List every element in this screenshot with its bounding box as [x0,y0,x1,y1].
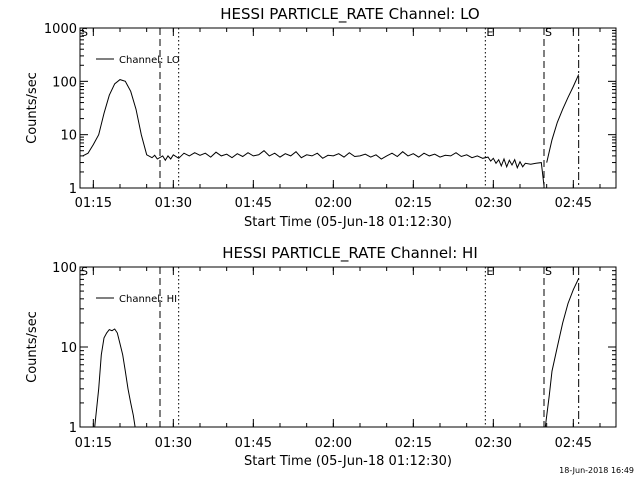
y-tick-label: 100 [52,75,77,90]
y-tick-label: 10 [60,129,77,144]
x-tick-label: 01:30 [155,196,192,211]
x-tick-label: 02:45 [555,196,592,211]
y-axis-label: Counts/sec [25,311,40,383]
chart-title: HESSI PARTICLE_RATE Channel: LO [220,5,479,24]
x-tick-label: 02:15 [395,436,432,451]
x-tick-label: 02:30 [475,436,512,451]
chart-title: HESSI PARTICLE_RATE Channel: HI [222,244,478,263]
plot-frame [79,27,617,189]
x-tick-label: 02:00 [315,436,352,451]
chart-panel-2: HESSI PARTICLE_RATE Channel: HI 01:15 01:3… [25,244,617,469]
event-marker-label: E [486,265,493,278]
series-line [546,74,580,163]
y-tick-label: 100 [52,261,77,276]
y-tick-label: 1000 [44,22,77,37]
x-tick-label: 02:00 [315,196,352,211]
y-tick-label: 1 [69,421,77,436]
x-axis-label: Start Time (05-Jun-18 01:12:30) [244,215,452,230]
x-tick-label: 01:15 [75,196,112,211]
x-tick-label: 02:45 [555,436,592,451]
event-marker-label: S [545,265,552,278]
chart-panel-1: HESSI PARTICLE_RATE Channel: LO 01:15 01:3… [25,5,617,230]
event-marker-label: S [545,26,552,39]
x-tick-label: 01:45 [235,196,272,211]
legend-label: Channel: HI [119,294,177,305]
y-tick-label: 1 [69,182,77,197]
y-axis-label: Counts/sec [25,72,40,144]
y-tick-label: 10 [60,341,77,356]
x-axis-label: Start Time (05-Jun-18 01:12:30) [244,454,452,469]
x-tick-label: 02:15 [395,196,432,211]
event-marker-label: S [81,265,88,278]
x-tick-label: 01:15 [75,436,112,451]
x-tick-label: 02:30 [475,196,512,211]
x-tick-label: 01:30 [155,436,192,451]
series-line [82,79,545,186]
series-line [544,278,580,428]
x-tick-label: 01:45 [235,436,272,451]
timestamp-label: 18-Jun-2018 16:49 [559,466,634,475]
event-marker-label: E [486,26,493,39]
legend-label: Channel: LO [119,55,180,66]
series-line [94,328,136,428]
event-marker-label: S [81,26,88,39]
